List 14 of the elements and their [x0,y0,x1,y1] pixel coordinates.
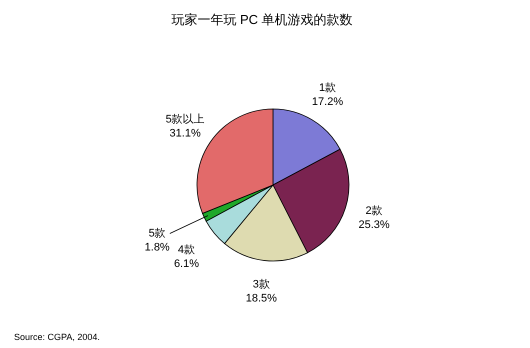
data-label: 25.3% [358,218,390,231]
data-label: 17.2% [312,96,344,108]
data-label: 1.8% [144,242,170,254]
slice-label: 2款 [366,204,383,217]
source-note: Source: CGPA, 2004. [14,332,100,342]
slice-label: 5款以上 [166,112,205,126]
data-label: 18.5% [246,292,278,304]
slice-label: 3款 [252,278,270,290]
chart-title: 玩家一年玩 PC 单机游戏的款数 [171,12,353,27]
slice-label: 4款 [178,244,196,256]
slice-label: 1款 [318,82,336,94]
data-label: 31.1% [170,128,201,140]
slice-label: 5款 [148,228,166,240]
data-label: 6.1% [174,258,200,270]
